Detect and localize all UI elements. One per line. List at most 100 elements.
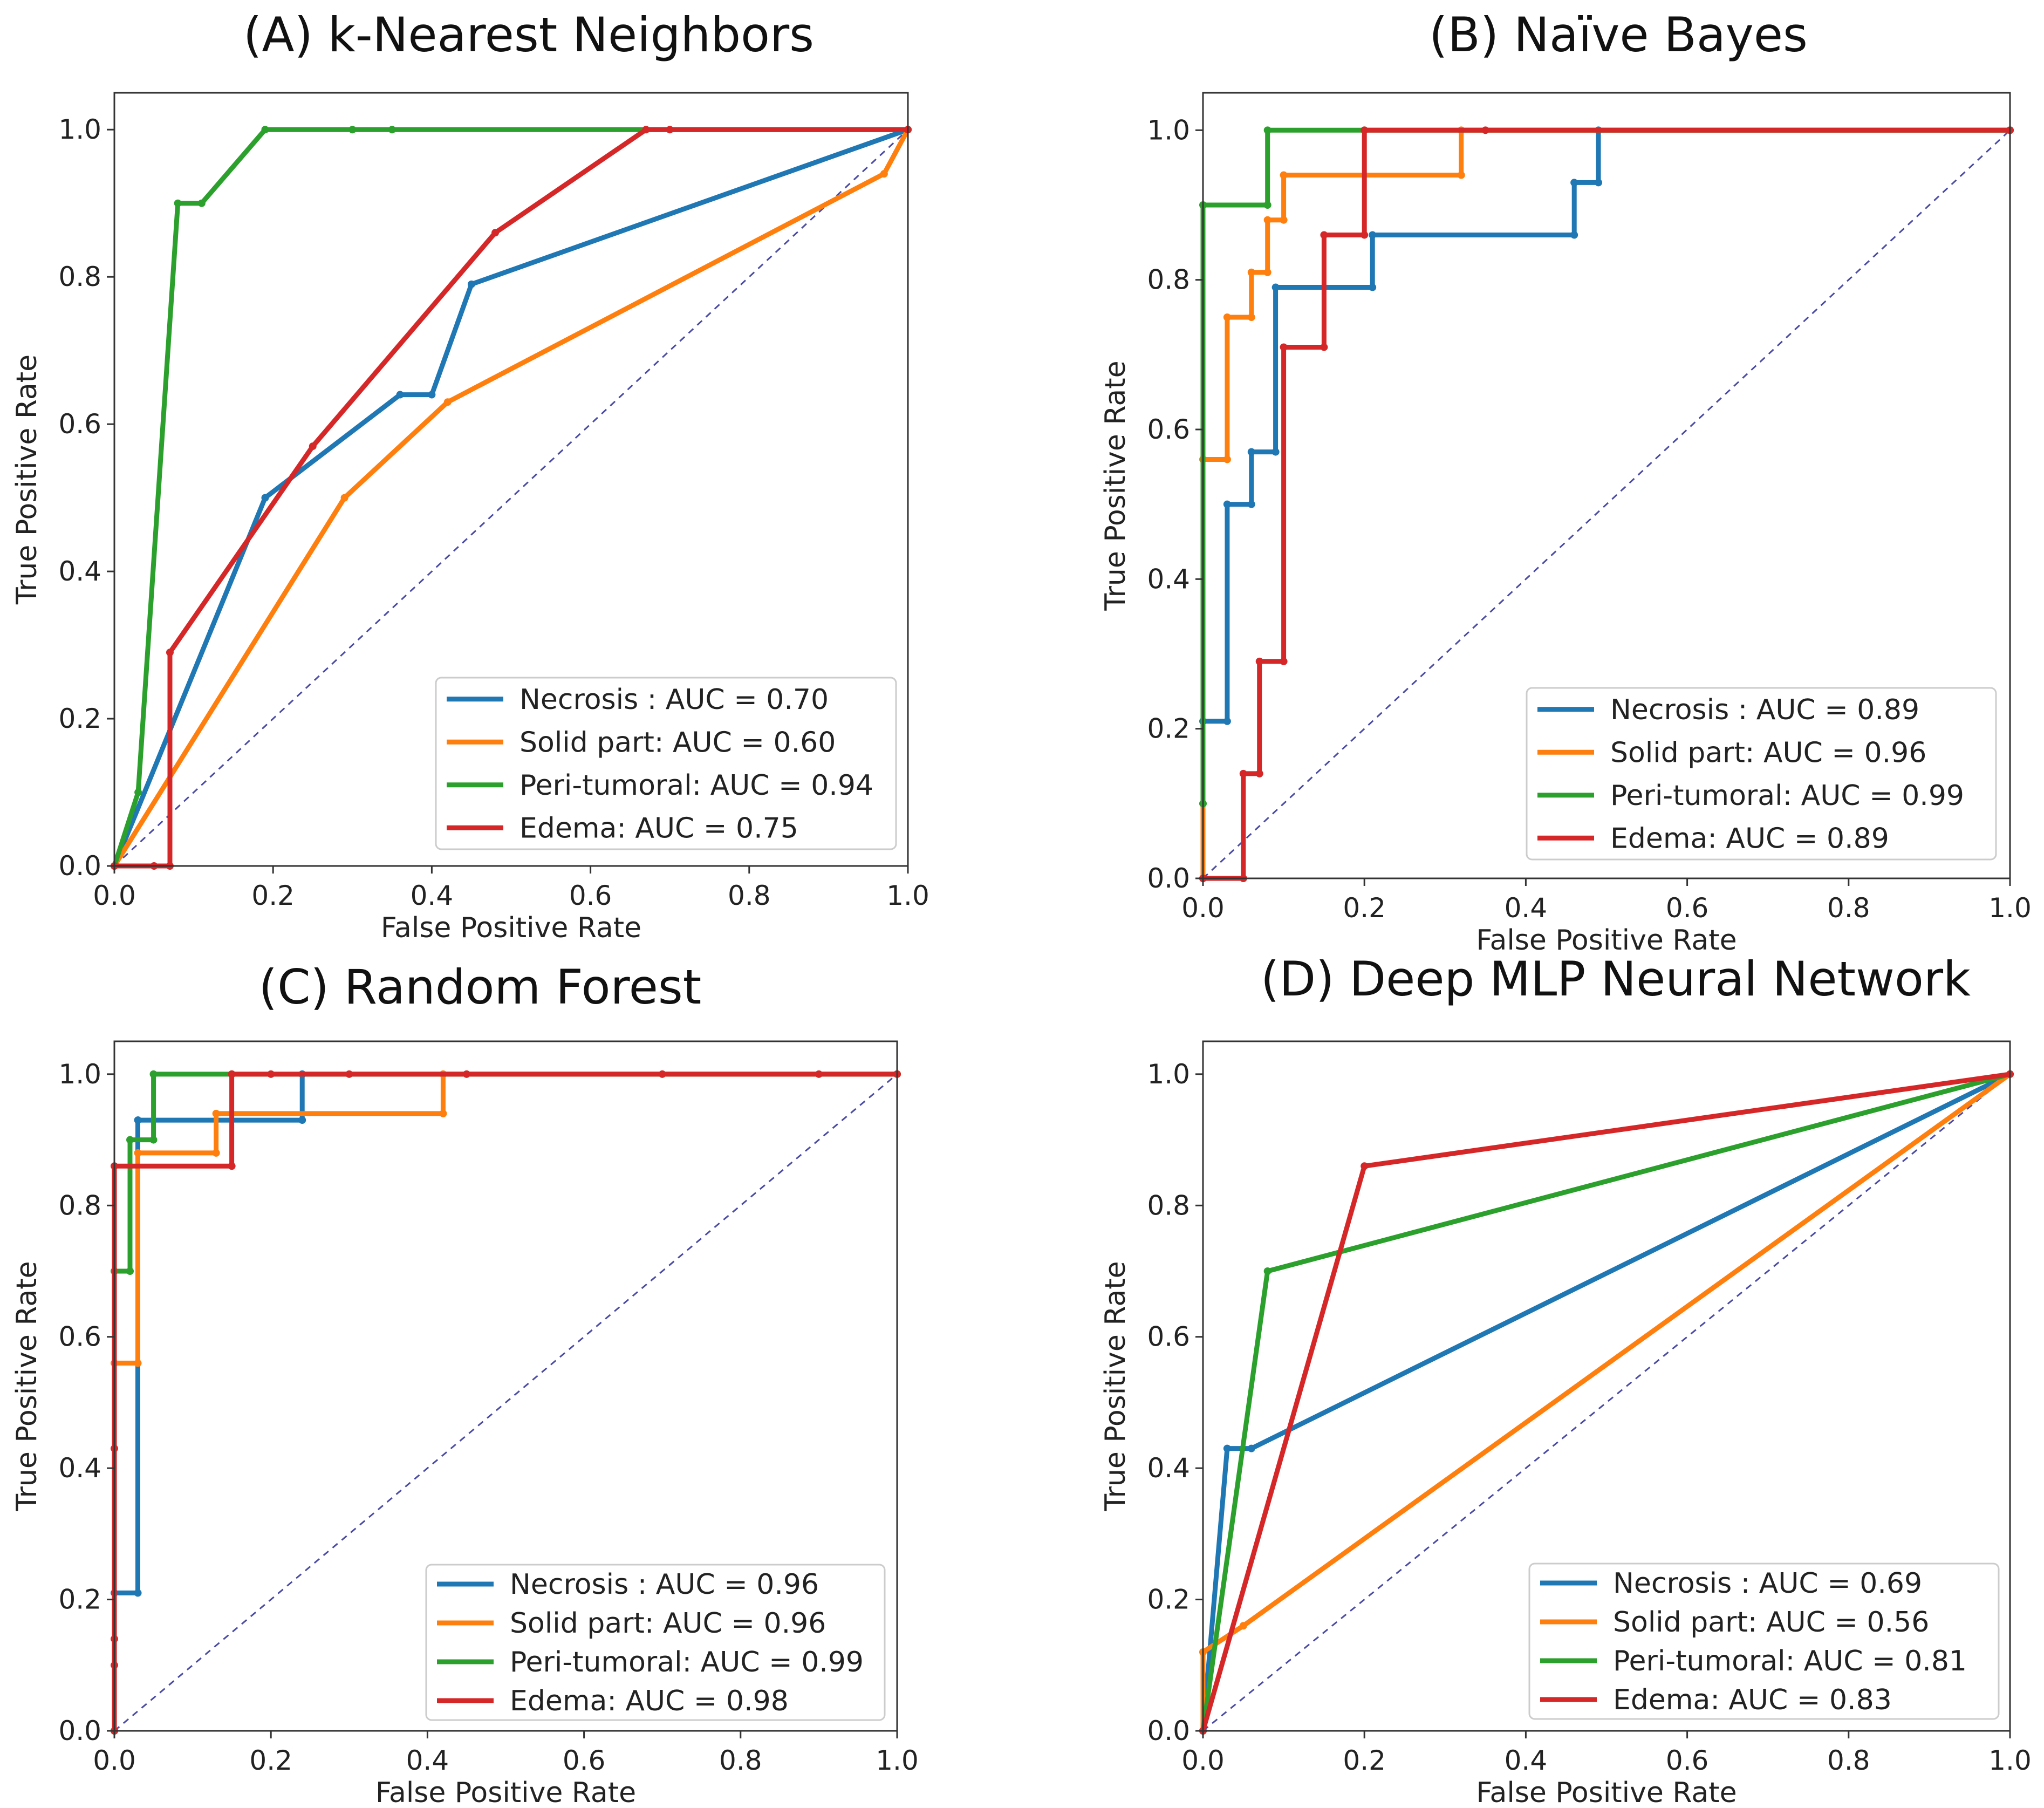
y-tick-label: 0.0	[1147, 1715, 1190, 1746]
y-tick-label: 1.0	[1147, 114, 1190, 146]
y-tick-label: 0.8	[1147, 264, 1190, 296]
y-tick-label: 0.4	[58, 556, 101, 587]
x-tick-label: 0.8	[1827, 1745, 1870, 1776]
x-tick-label: 0.4	[406, 1745, 449, 1776]
series-point	[1223, 1444, 1231, 1452]
series-point	[396, 391, 404, 399]
x-axis-label: False Positive Rate	[375, 1777, 636, 1808]
x-axis-label: False Positive Rate	[1476, 1777, 1737, 1808]
legend-label: Solid part: AUC = 0.96	[510, 1607, 826, 1640]
y-tick-label: 1.0	[58, 1059, 101, 1090]
x-tick-label: 0.2	[1343, 1745, 1386, 1776]
y-tick-label: 1.0	[1147, 1059, 1190, 1090]
y-tick-label: 0.4	[1147, 563, 1190, 595]
legend-label: Necrosis : AUC = 0.69	[1613, 1567, 1922, 1600]
series-point	[666, 126, 674, 134]
series-point	[1280, 171, 1288, 179]
x-tick-label: 0.2	[251, 880, 295, 911]
series-point	[1263, 201, 1271, 209]
series-point	[642, 126, 650, 134]
series-line-3	[112, 127, 911, 869]
series-point	[1280, 657, 1288, 665]
series-point	[491, 229, 500, 237]
series-point	[880, 170, 888, 178]
series-point	[212, 1109, 220, 1117]
series-point	[134, 1116, 142, 1124]
series-point	[1457, 171, 1465, 179]
x-tick-label: 0.8	[728, 880, 771, 911]
series-point	[1263, 1267, 1271, 1275]
y-tick-label: 0.4	[58, 1452, 101, 1484]
series-line-1	[112, 127, 911, 869]
y-tick-label: 0.0	[58, 1715, 101, 1746]
series-point	[340, 494, 348, 502]
series-point	[1247, 1444, 1255, 1452]
series-line-1	[1200, 1072, 2013, 1734]
x-tick-label: 0.0	[93, 1745, 136, 1776]
roc-panel-3: (C) Random Forest 0.0 0.2 0.4 0.6 0.8 1.0 0.0 0.…	[11, 959, 919, 1808]
legend: Necrosis : AUC = 0.96 Solid part: AUC = 0…	[425, 1564, 886, 1721]
series-point	[212, 1149, 220, 1157]
series-point	[298, 1116, 306, 1124]
x-tick-label: 0.4	[411, 880, 454, 911]
panel-title: (B) Naïve Bayes	[1429, 7, 1808, 63]
series-point	[1320, 343, 1328, 351]
series-point	[134, 1589, 142, 1597]
y-tick-label: 0.6	[58, 408, 101, 440]
legend-label: Edema: AUC = 0.75	[519, 812, 798, 844]
series-point	[134, 788, 142, 796]
series-point	[658, 1070, 666, 1078]
x-tick-label: 0.0	[1181, 1745, 1225, 1776]
plot-frame	[113, 1040, 898, 1732]
series-point	[261, 126, 269, 134]
legend-label: Edema: AUC = 0.89	[1610, 822, 1889, 855]
legend-label: Peri-tumoral: AUC = 0.94	[519, 769, 873, 802]
x-tick-label: 0.2	[249, 1745, 292, 1776]
y-tick-label: 0.6	[1147, 1321, 1190, 1353]
x-axis-label: False Positive Rate	[381, 912, 641, 944]
legend-box	[1526, 687, 1997, 861]
legend: Necrosis : AUC = 0.69 Solid part: AUC = 0…	[1528, 1563, 2000, 1720]
series-point	[166, 649, 174, 657]
series-point	[1223, 717, 1231, 725]
y-tick-label: 0.0	[1147, 863, 1190, 894]
roc-panel-2: (B) Naïve Bayes 0.0 0.2 0.4 0.6 0.8 1.0 0.0 0.2 0…	[1099, 7, 2032, 957]
legend-label: Edema: AUC = 0.83	[1613, 1684, 1892, 1716]
x-tick-label: 0.0	[93, 880, 136, 911]
y-tick-label: 0.0	[58, 850, 101, 882]
legend-label: Solid part: AUC = 0.60	[519, 726, 836, 759]
legend: Necrosis : AUC = 0.70 Solid part: AUC = 0…	[435, 677, 897, 850]
series-point	[1481, 126, 1489, 134]
plot-frame	[1202, 1040, 2011, 1732]
y-axis-label: True Positive Rate	[11, 1261, 43, 1511]
y-tick-label: 0.6	[58, 1321, 101, 1353]
x-axis-label: False Positive Rate	[1476, 924, 1737, 957]
x-tick-label: 0.8	[719, 1745, 762, 1776]
series-point	[1239, 1622, 1247, 1630]
series-point	[815, 1070, 823, 1078]
y-tick-label: 0.8	[1147, 1190, 1190, 1221]
series-point	[1223, 500, 1231, 508]
x-tick-label: 0.6	[569, 880, 612, 911]
series-point	[467, 280, 475, 288]
plot-frame	[113, 92, 909, 867]
legend-label: Necrosis : AUC = 0.70	[519, 684, 829, 716]
series-point	[1263, 268, 1271, 276]
series-point	[261, 494, 269, 502]
legend-label: Solid part: AUC = 0.96	[1610, 736, 1926, 769]
series-point	[149, 1136, 158, 1144]
series-point	[309, 442, 317, 451]
series-point	[1570, 231, 1578, 239]
series-point	[126, 1267, 134, 1275]
legend-box	[1528, 1563, 2000, 1720]
series-point	[1255, 769, 1263, 777]
chance-diagonal-line	[114, 1073, 898, 1732]
series-point	[345, 1070, 353, 1078]
y-tick-label: 0.2	[1147, 1584, 1190, 1615]
series-point	[1271, 283, 1280, 291]
x-tick-label: 0.6	[563, 1745, 606, 1776]
series-point	[174, 199, 182, 207]
x-tick-label: 1.0	[1988, 892, 2032, 924]
y-axis-label: True Positive Rate	[1099, 1261, 1132, 1511]
